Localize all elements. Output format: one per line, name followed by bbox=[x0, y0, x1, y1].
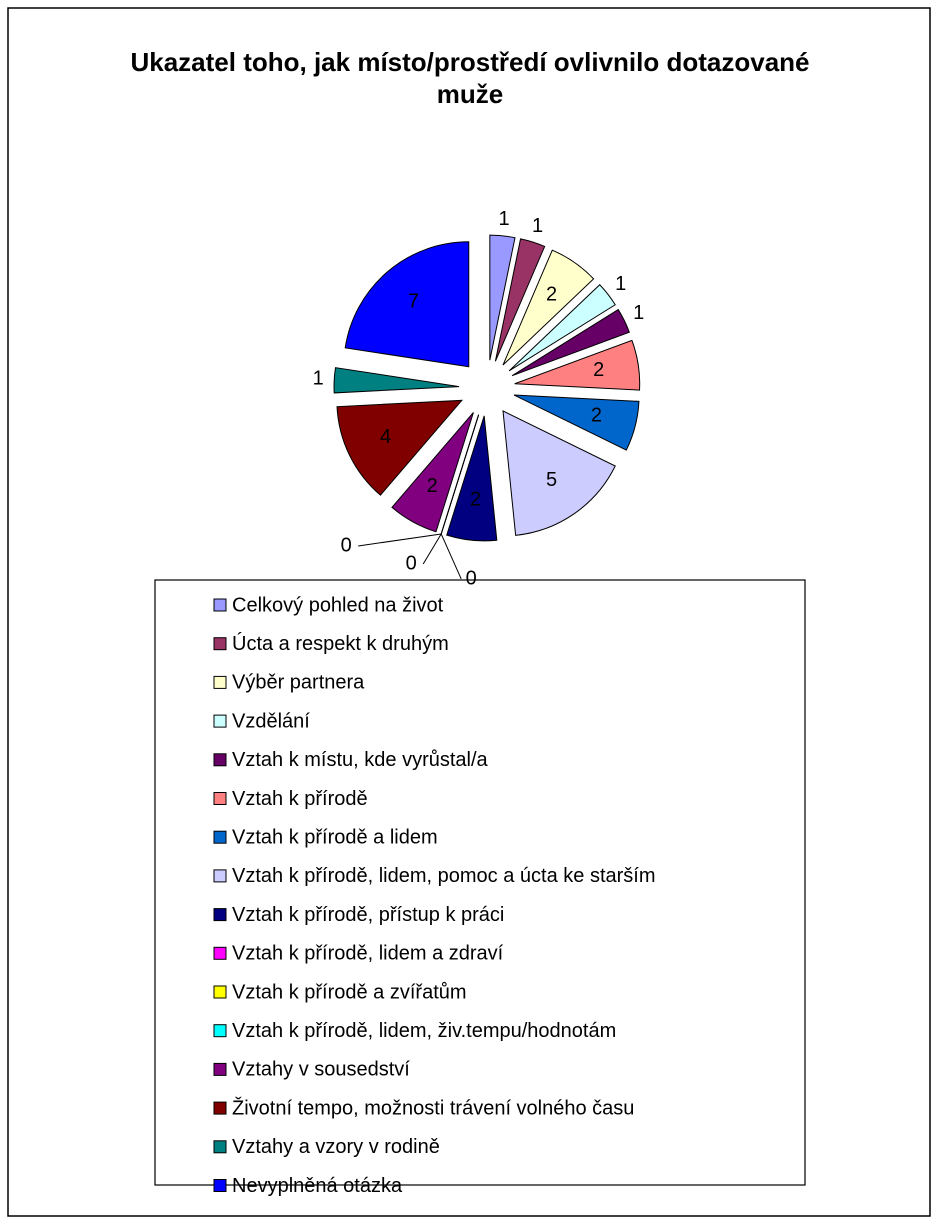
legend-label: Vztahy v sousedství bbox=[232, 1059, 410, 1081]
legend-swatch bbox=[213, 908, 227, 922]
legend-swatch bbox=[213, 1101, 227, 1115]
pie-slice bbox=[511, 308, 631, 377]
legend-swatch bbox=[213, 637, 227, 651]
legend-label: Vztah k přírodě a zvířatům bbox=[232, 981, 467, 1003]
legend-label: Vztah k místu, kde vyrůstal/a bbox=[232, 749, 489, 771]
data-label: 1 bbox=[633, 302, 644, 324]
leader-line bbox=[422, 533, 442, 565]
pie-slice bbox=[502, 410, 616, 536]
legend-swatch bbox=[213, 1062, 227, 1076]
legend-box bbox=[154, 579, 806, 1186]
data-label: 2 bbox=[546, 284, 557, 306]
data-label: 2 bbox=[591, 405, 602, 427]
legend-label: Nevyplněná otázka bbox=[232, 1175, 403, 1197]
pie-slice bbox=[336, 399, 463, 496]
legend-label: Vztah k přírodě, lidem, pomoc a úcta ke … bbox=[232, 865, 656, 887]
legend-label: Vztah k přírodě, lidem a zdraví bbox=[232, 943, 504, 965]
legend-swatch bbox=[213, 869, 227, 883]
chart-border bbox=[7, 7, 931, 1217]
data-label: 1 bbox=[532, 215, 543, 237]
legend-label: Úcta a respekt k druhým bbox=[232, 632, 449, 655]
pie-slice bbox=[508, 284, 616, 372]
legend-swatch bbox=[213, 1024, 227, 1038]
pie-slice bbox=[333, 367, 460, 394]
legend-label: Vzdělání bbox=[232, 710, 310, 732]
pie-slice bbox=[514, 339, 641, 391]
pie-slice bbox=[494, 238, 546, 362]
legend-label: Celkový pohled na život bbox=[232, 594, 444, 616]
data-label: 1 bbox=[615, 273, 626, 295]
legend-label: Vztahy a vzory v rodině bbox=[232, 1136, 440, 1158]
legend-label: Životní tempo, možnosti trávení volného … bbox=[232, 1096, 634, 1119]
pie-slice bbox=[489, 234, 516, 361]
data-label: 0 bbox=[466, 567, 477, 589]
pie-slice bbox=[502, 249, 595, 366]
data-label: 2 bbox=[470, 489, 481, 511]
data-label: 2 bbox=[427, 475, 438, 497]
legend-swatch bbox=[213, 675, 227, 689]
data-label: 7 bbox=[408, 291, 419, 313]
data-label: 0 bbox=[406, 552, 417, 574]
legend-swatch bbox=[213, 946, 227, 960]
data-label: 5 bbox=[546, 469, 557, 491]
data-label: 1 bbox=[499, 208, 510, 230]
legend-swatch bbox=[213, 1179, 227, 1192]
pie-slice bbox=[440, 414, 480, 535]
legend-label: Výběr partnera bbox=[232, 672, 365, 694]
leader-line bbox=[440, 533, 462, 580]
legend-label: Vztah k přírodě a lidem bbox=[232, 826, 438, 848]
pie-slice bbox=[446, 415, 498, 542]
data-label: 0 bbox=[341, 534, 352, 556]
data-label: 2 bbox=[593, 359, 604, 381]
pie-slice bbox=[344, 241, 470, 368]
legend-swatch bbox=[213, 714, 227, 728]
legend-label: Vztah k přírodě, přístup k práci bbox=[232, 904, 504, 926]
legend-label: Vztah k přírodě, lidem, živ.tempu/hodnot… bbox=[232, 1020, 616, 1042]
pie-slice bbox=[513, 394, 640, 451]
chart-title: Ukazatel toho, jak místo/prostředí ovliv… bbox=[130, 47, 810, 109]
legend-swatch bbox=[213, 792, 227, 805]
legend-swatch bbox=[213, 1140, 227, 1154]
leader-line bbox=[358, 533, 442, 547]
legend-label: Vztah k přírodě bbox=[232, 788, 368, 810]
legend-swatch bbox=[213, 598, 227, 612]
legend-swatch bbox=[213, 830, 227, 844]
pie-slice bbox=[391, 412, 474, 533]
data-label: 4 bbox=[380, 426, 391, 448]
legend-swatch bbox=[213, 753, 227, 767]
data-label: 1 bbox=[313, 368, 324, 390]
legend-swatch bbox=[213, 985, 227, 999]
